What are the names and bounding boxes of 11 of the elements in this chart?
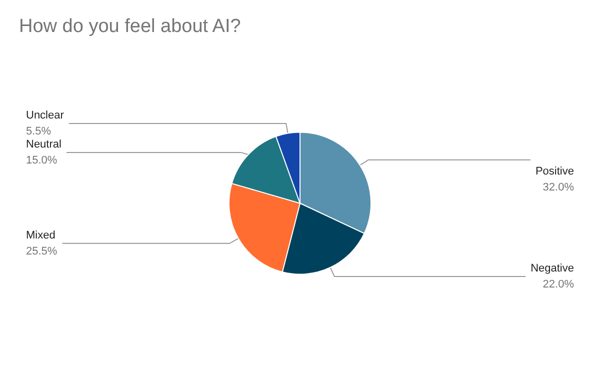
slice-label: Negative bbox=[530, 262, 574, 275]
slice-label: Unclear bbox=[26, 109, 64, 122]
data-label: 32.0% bbox=[542, 181, 574, 194]
data-label: 25.5% bbox=[26, 245, 58, 258]
data-label: 15.0% bbox=[26, 154, 58, 166]
slice-label: Neutral bbox=[26, 138, 62, 150]
data-label: 5.5% bbox=[26, 125, 52, 138]
slice-label: Mixed bbox=[26, 229, 56, 242]
data-label: 22.0% bbox=[542, 278, 574, 291]
chart-title: How do you feel about AI? bbox=[19, 16, 241, 37]
slice-label: Positive bbox=[535, 165, 574, 178]
